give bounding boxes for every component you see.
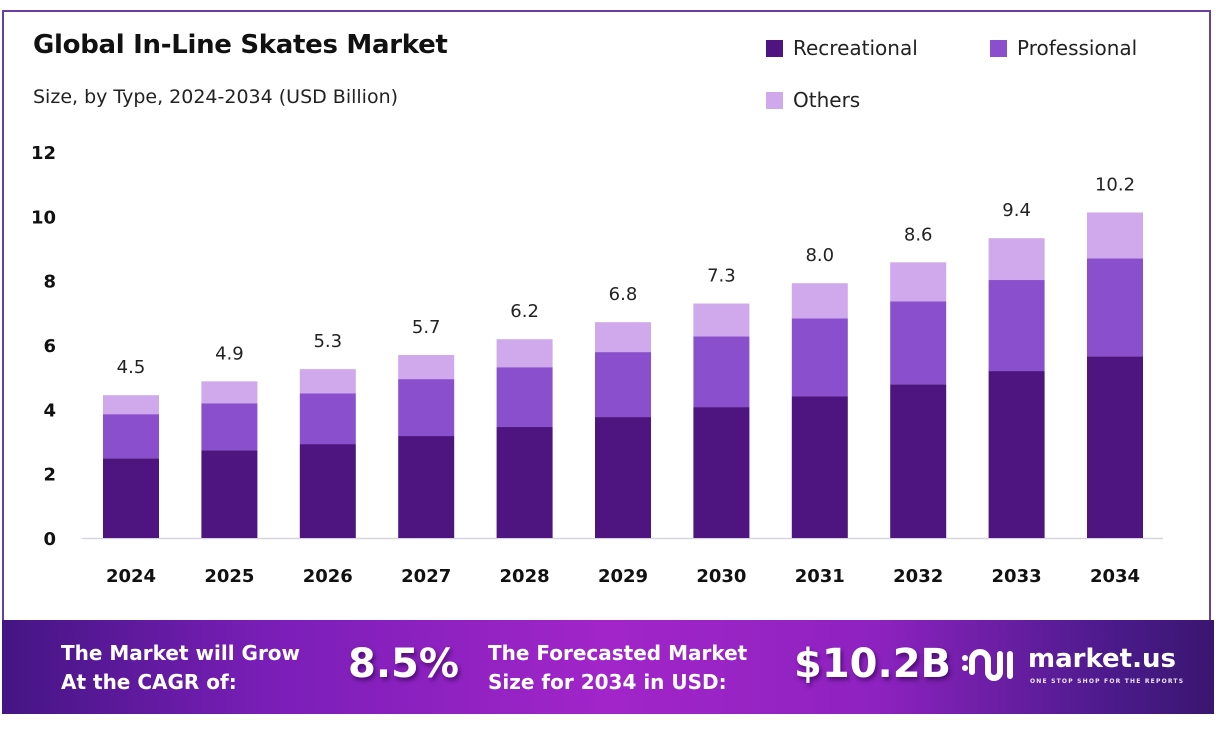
bar-segment-professional <box>890 301 947 385</box>
bar-segment-professional <box>595 352 651 418</box>
bar-segment-professional <box>791 318 848 397</box>
x-tick-label: 2028 <box>500 566 550 587</box>
legend-item-professional: Professional <box>990 36 1137 60</box>
bar-segment-recreational <box>496 427 553 538</box>
bar-segment-recreational <box>791 396 848 538</box>
bar-segment-recreational <box>1087 356 1143 538</box>
y-tick-label: 8 <box>43 272 56 293</box>
bar-segment-professional <box>693 336 750 408</box>
forecast-label-line2: Size for 2034 in USD: <box>488 670 727 694</box>
bar-segment-recreational <box>201 450 258 538</box>
bar-total-label: 8.6 <box>904 224 933 245</box>
bar-total-label: 6.2 <box>510 301 539 322</box>
bar-segment-recreational <box>693 407 750 538</box>
x-tick-label: 2025 <box>204 566 254 587</box>
chart-subtitle: Size, by Type, 2024-2034 (USD Billion) <box>33 86 399 108</box>
bar-total-label: 9.4 <box>1002 200 1031 221</box>
bar-segment-professional <box>103 414 159 459</box>
bar-segment-recreational <box>890 384 947 538</box>
cagr-label-line1: The Market will Grow <box>61 641 301 665</box>
cagr-value: 8.5% <box>348 641 459 687</box>
bar-total-label: 8.0 <box>805 245 834 266</box>
legend-label: Others <box>793 88 861 112</box>
bar-segment-others <box>496 339 553 368</box>
brand-name: market.us <box>1028 644 1176 674</box>
bar-segment-others <box>791 283 848 319</box>
bar-segment-professional <box>496 367 553 428</box>
bar-segment-recreational <box>398 436 455 538</box>
cagr-label: The Market will Grow At the CAGR of: <box>61 639 300 697</box>
bar-segment-recreational <box>299 444 356 538</box>
brand-tagline: ONE STOP SHOP FOR THE REPORTS <box>1030 678 1185 685</box>
bar-segment-professional <box>398 379 455 437</box>
y-tick-label: 4 <box>43 400 56 421</box>
y-tick-label: 10 <box>31 207 56 228</box>
legend-item-recreational: Recreational <box>766 36 918 60</box>
bar-segment-others <box>988 238 1045 281</box>
bar-segment-others <box>201 381 258 404</box>
x-tick-label: 2024 <box>106 566 156 587</box>
bar-total-label: 5.7 <box>412 317 441 338</box>
forecast-label-line1: The Forecasted Market <box>488 641 748 665</box>
bar-segment-others <box>103 395 159 415</box>
stacked-bar-chart: 0 2 4 6 8 10 12 4.5 2024 4.9 2025 5.3 2026 5.7 2027 6.2… <box>31 143 1163 587</box>
x-tick-label: 2026 <box>303 566 353 587</box>
bar-total-label: 4.5 <box>117 357 146 378</box>
cagr-label-line2: At the CAGR of: <box>61 670 237 694</box>
bar-segment-others <box>1087 212 1143 259</box>
forecast-label: The Forecasted Market Size for 2034 in U… <box>488 639 747 697</box>
market-us-logo-icon <box>962 649 1013 681</box>
legend-swatch-professional <box>990 39 1007 57</box>
bar-segment-recreational <box>103 458 159 538</box>
x-tick-label: 2030 <box>696 566 746 587</box>
bar-total-label: 7.3 <box>707 266 736 287</box>
bar-segment-recreational <box>988 371 1045 538</box>
bar-segment-others <box>693 303 750 337</box>
summary-banner: The Market will Grow At the CAGR of: 8.5… <box>2 620 1214 714</box>
y-tick-label: 2 <box>43 465 56 486</box>
bar-segment-professional <box>1087 258 1143 357</box>
x-tick-label: 2027 <box>401 566 451 587</box>
bar-total-label: 4.9 <box>215 343 244 364</box>
chart-title: Global In-Line Skates Market <box>33 30 448 60</box>
x-tick-label: 2031 <box>795 566 845 587</box>
y-tick-label: 12 <box>31 143 56 164</box>
bar-segment-professional <box>201 403 258 451</box>
bar-segment-professional <box>299 393 356 445</box>
bar-segment-others <box>890 262 947 302</box>
x-tick-label: 2029 <box>598 566 648 587</box>
legend-label: Professional <box>1017 36 1138 60</box>
legend-label: Recreational <box>793 36 918 60</box>
bar-total-label: 6.8 <box>609 284 638 305</box>
bar-segment-others <box>595 322 651 353</box>
x-tick-label: 2032 <box>893 566 943 587</box>
y-tick-label: 0 <box>43 529 56 550</box>
bar-segment-recreational <box>595 417 651 538</box>
x-tick-label: 2034 <box>1090 566 1140 587</box>
bar-total-label: 5.3 <box>313 331 342 352</box>
bar-segment-others <box>299 369 356 394</box>
forecast-value: $10.2B <box>794 641 952 687</box>
x-tick-label: 2033 <box>992 566 1042 587</box>
legend-swatch-others <box>766 91 783 109</box>
bar-segment-professional <box>988 280 1045 372</box>
bar-total-label: 10.2 <box>1095 174 1135 195</box>
legend-item-others: Others <box>766 88 860 112</box>
legend-swatch-recreational <box>766 39 783 57</box>
y-tick-label: 6 <box>43 336 56 357</box>
bar-segment-others <box>398 354 455 380</box>
